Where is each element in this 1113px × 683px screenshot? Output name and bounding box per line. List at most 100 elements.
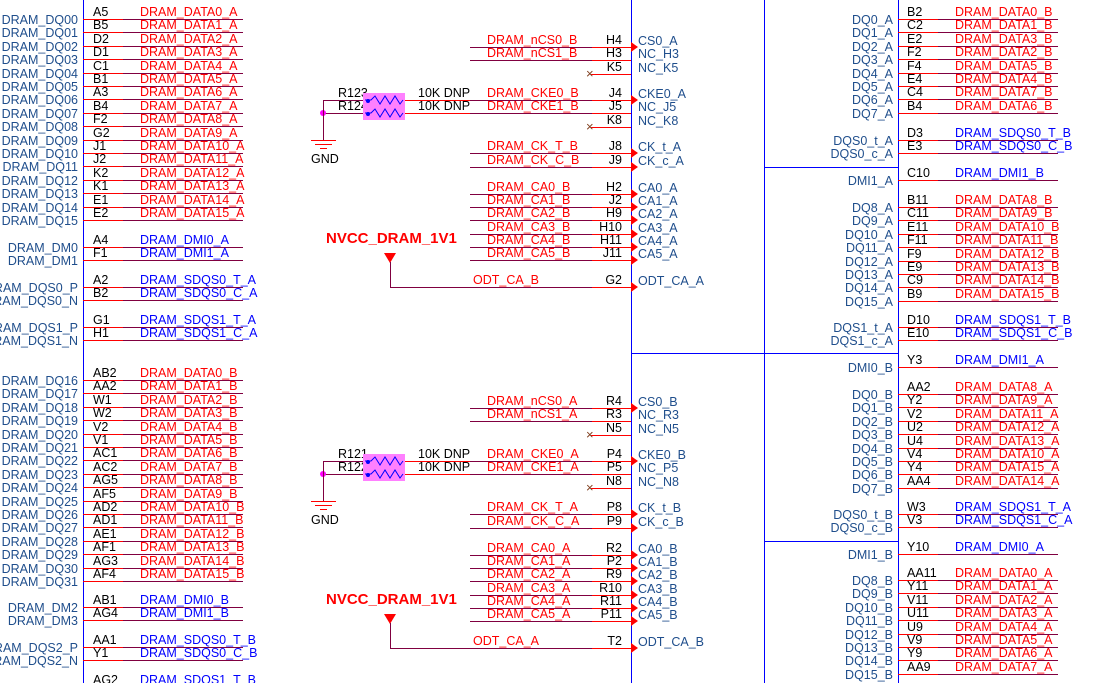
pin-number: AG4 [93, 606, 119, 621]
net-label: DRAM_DATA8_B [955, 193, 1053, 207]
net-label: DRAM_DATA0_A [140, 5, 238, 19]
pin-number: E2 [93, 206, 109, 220]
pin-function-label: DQ6_B [852, 468, 893, 483]
pin-function-label: CA2_A [638, 207, 678, 221]
net-label: DRAM_DATA12_A [140, 165, 245, 180]
pin-function-label: DQ1_A [852, 26, 893, 41]
net-label: DRAM_DATA11_B [140, 513, 244, 528]
pin-function-label: DRAM_DQ04 [1, 66, 78, 81]
pin-function-label: DRAM_DM1 [7, 254, 78, 269]
pin-number: AA11 [907, 566, 937, 580]
pin-function-label: CS0_A [638, 34, 678, 48]
net-wire [898, 674, 1058, 675]
pin-function-label: DQ7_A [852, 106, 893, 121]
net-label: DRAM_DATA0_B [955, 5, 1053, 19]
pin-function-label: DRAM_DQ01 [1, 26, 78, 41]
pin-number: K8 [606, 113, 622, 127]
pin-number: AA2 [93, 379, 117, 394]
pin-function-label: DQ1_B [852, 401, 893, 416]
pin-number: D3 [907, 126, 923, 140]
pin-function-label: DRAM_DQS1_P [0, 321, 78, 335]
pin-number: C4 [907, 85, 923, 100]
net-wire [470, 595, 631, 596]
pin-number: AD1 [93, 513, 118, 528]
pin-function-label: DQ12_A [845, 254, 893, 269]
net-label: DRAM_DATA13_A [955, 433, 1060, 448]
net-label: DRAM_CKE0_B [487, 86, 579, 100]
net-label: DRAM_DATA1_A [955, 579, 1053, 594]
dram-box-divider [764, 541, 899, 542]
pin-number: C9 [907, 273, 923, 288]
net-wire [83, 393, 243, 394]
net-label: DRAM_DATA9_B [140, 486, 238, 501]
input-arrow-icon [631, 456, 638, 466]
net-label: DRAM_SDQS0_C_A [140, 286, 258, 301]
pin-number: E3 [907, 139, 923, 154]
pin-function-label: DRAM_DQ08 [1, 120, 78, 135]
dram-box-right-edge [898, 0, 899, 683]
power-arrow-icon [384, 614, 396, 624]
net-label: DRAM_SDQS0_T_A [140, 273, 257, 287]
pin-function-label: DRAM_DQS2_N [0, 654, 78, 669]
net-wire [83, 340, 243, 341]
net-label: DRAM_CA4_A [487, 594, 571, 608]
net-wire [83, 527, 243, 528]
pin-number: B11 [907, 193, 929, 207]
pin-function-label: DQS1_c_A [830, 334, 893, 349]
net-label: DRAM_SDQS0_C_B [140, 646, 258, 661]
net-label: DRAM_CK_T_B [487, 139, 578, 153]
pin-number: F2 [93, 112, 108, 127]
net-label: DRAM_DATA5_A [140, 72, 238, 86]
input-arrow-icon [631, 202, 638, 212]
resistor-ref: R124 [338, 99, 368, 113]
net-wire [83, 487, 243, 488]
net-label: DRAM_DMI0_A [140, 233, 229, 247]
pin-number: P5 [606, 460, 622, 474]
net-label: DRAM_DATA5_A [955, 633, 1053, 647]
net-label: DRAM_CA0_A [487, 541, 571, 555]
net-label: DRAM_DATA14_B [140, 553, 245, 568]
pin-number: AC1 [93, 446, 118, 461]
net-label: DRAM_DATA15_A [955, 460, 1060, 475]
nc-wire [591, 435, 631, 436]
pin-function-label: DRAM_DQ31 [1, 575, 78, 589]
net-wire [898, 220, 1058, 221]
pin-function-label: DRAM_DM2 [7, 601, 78, 615]
net-label: DRAM_DATA12_A [955, 420, 1060, 435]
net-label: DRAM_DATA7_B [955, 85, 1053, 100]
nc-wire [591, 488, 631, 489]
pin-number: AF5 [93, 486, 116, 501]
input-arrow-icon [631, 403, 638, 413]
net-wire [470, 528, 631, 529]
net-wire [470, 60, 631, 61]
pin-number: W3 [907, 500, 926, 514]
net-label: DRAM_DATA11_A [955, 406, 1059, 421]
pin-function-label: NC_N5 [638, 422, 679, 436]
net-label: DRAM_DATA10_B [140, 500, 245, 514]
pin-function-label: NC_J5 [638, 100, 677, 114]
net-label: DRAM_nCS1_B [487, 46, 578, 60]
net-wire [898, 327, 1058, 328]
pin-number: H3 [606, 46, 622, 60]
pin-number: J1 [93, 139, 107, 153]
pin-function-label: DRAM_DQ15 [1, 214, 78, 228]
pin-number: E4 [907, 72, 923, 86]
pin-function-label: DQ4_A [852, 66, 893, 81]
pin-function-label: DRAM_DQ16 [1, 374, 78, 388]
pin-number: H4 [606, 33, 622, 47]
pin-number: K2 [93, 165, 109, 180]
net-label: DRAM_DATA1_A [140, 18, 238, 33]
net-wire [405, 461, 631, 462]
pin-function-label: DRAM_DQ06 [1, 93, 78, 108]
pin-number: V1 [93, 433, 109, 447]
pin-number: P9 [606, 514, 622, 528]
net-wire [83, 32, 243, 33]
gnd-wire [323, 461, 324, 501]
pin-number: D2 [93, 31, 109, 46]
net-wire [898, 407, 1058, 408]
net-wire [470, 568, 631, 569]
pin-number: R4 [606, 394, 622, 408]
pin-function-label: DRAM_DQ03 [1, 53, 78, 68]
pin-number: B9 [907, 286, 923, 301]
input-arrow-icon [631, 616, 638, 626]
